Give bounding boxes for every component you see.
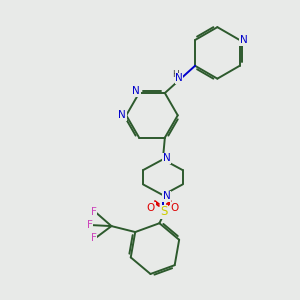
Text: S: S bbox=[160, 206, 168, 218]
Text: F: F bbox=[87, 220, 93, 230]
Text: O: O bbox=[147, 203, 155, 213]
Text: N: N bbox=[132, 86, 140, 96]
Text: N: N bbox=[240, 35, 248, 45]
Text: O: O bbox=[171, 203, 179, 213]
Text: N: N bbox=[175, 74, 183, 83]
Text: N: N bbox=[163, 153, 171, 164]
Text: F: F bbox=[91, 207, 97, 217]
Text: N: N bbox=[118, 110, 126, 120]
Text: N: N bbox=[163, 191, 171, 201]
Text: H: H bbox=[172, 70, 178, 79]
Text: F: F bbox=[91, 233, 97, 243]
